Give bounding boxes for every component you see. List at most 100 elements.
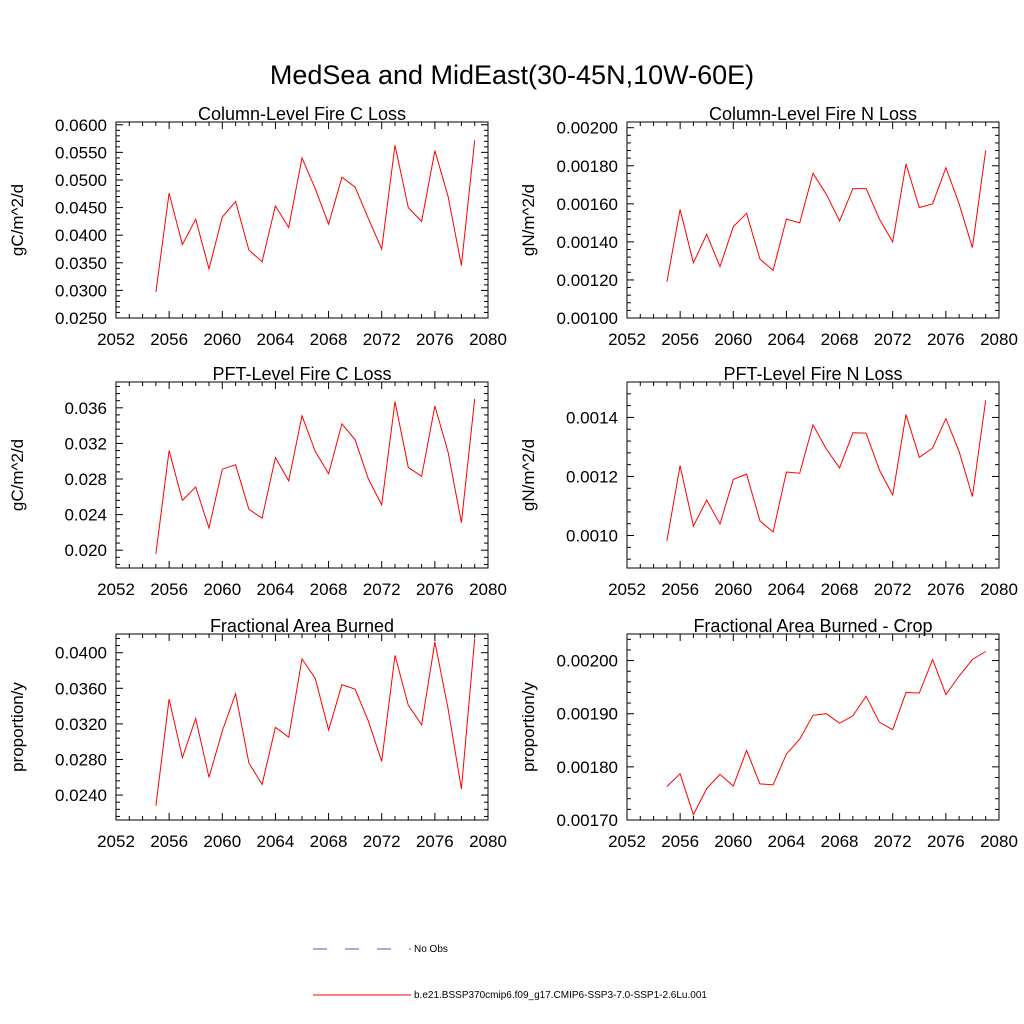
panels: Column-Level Fire C Loss gC/m^2/d 2052 2056… bbox=[8, 104, 1018, 851]
y-tick-label: 0.0240 bbox=[55, 786, 107, 805]
x-tick-label: 2076 bbox=[416, 330, 454, 349]
panel-title: Column-Level Fire N Loss bbox=[709, 104, 917, 124]
panel-title: Fractional Area Burned bbox=[210, 616, 394, 636]
y-tick-label: 0.0300 bbox=[55, 281, 107, 300]
x-tick-label: 2052 bbox=[97, 832, 135, 851]
x-tick-label: 2072 bbox=[363, 580, 401, 599]
plot-frame bbox=[626, 381, 1000, 569]
y-tick-label: 0.0280 bbox=[55, 750, 107, 769]
x-tick-label: 2076 bbox=[927, 330, 965, 349]
x-tick-label: 2064 bbox=[768, 330, 806, 349]
series-line bbox=[155, 638, 476, 806]
y-tick-label: 0.0400 bbox=[55, 226, 107, 245]
series-line bbox=[666, 400, 987, 541]
panel-title: Fractional Area Burned - Crop bbox=[693, 616, 932, 636]
legend: No Obs b.e21.BSSP370cmip6.f09_g17.CMIP6-… bbox=[313, 944, 707, 1001]
series-line bbox=[155, 398, 476, 554]
x-tick-label: 2068 bbox=[310, 832, 348, 851]
y-tick-label: 0.00180 bbox=[557, 758, 618, 777]
x-tick-label: 2056 bbox=[661, 580, 699, 599]
x-tick-label: 2064 bbox=[257, 330, 295, 349]
x-tick-label: 2068 bbox=[310, 330, 348, 349]
y-tick-label: 0.0350 bbox=[55, 254, 107, 273]
y-tick-label: 0.0012 bbox=[566, 467, 618, 486]
x-tick-label: 2072 bbox=[874, 580, 912, 599]
x-tick-label: 2076 bbox=[927, 832, 965, 851]
y-tick-label: 0.0400 bbox=[55, 644, 107, 663]
y-tick-label: 0.036 bbox=[64, 399, 107, 418]
x-tick-label: 2068 bbox=[821, 580, 859, 599]
x-tick-label: 2064 bbox=[768, 580, 806, 599]
y-tick-label: 0.0360 bbox=[55, 679, 107, 698]
y-tick-label: 0.00160 bbox=[557, 195, 618, 214]
series-line bbox=[666, 651, 986, 817]
x-tick-label: 2068 bbox=[310, 580, 348, 599]
x-tick-label: 2056 bbox=[150, 330, 188, 349]
y-tick-label: 0.00170 bbox=[557, 811, 618, 830]
y-tick-label: 0.0600 bbox=[55, 116, 107, 135]
x-tick-label: 2072 bbox=[874, 832, 912, 851]
plot-frame bbox=[626, 633, 1000, 821]
x-tick-label: 2072 bbox=[363, 330, 401, 349]
panel-title: Column-Level Fire C Loss bbox=[198, 104, 406, 124]
main-title: MedSea and MidEast(30-45N,10W-60E) bbox=[270, 60, 754, 90]
x-tick-label: 2068 bbox=[821, 330, 859, 349]
y-tick-label: 0.0320 bbox=[55, 715, 107, 734]
y-tick-label: 0.00200 bbox=[557, 652, 618, 671]
chart-panel-1: Column-Level Fire C Loss gC/m^2/d 2052 2056… bbox=[8, 104, 507, 349]
x-tick-label: 2080 bbox=[469, 580, 507, 599]
x-tick-label: 2076 bbox=[416, 832, 454, 851]
x-tick-label: 2060 bbox=[714, 330, 752, 349]
y-tick-label: 0.00190 bbox=[557, 705, 618, 724]
x-tick-label: 2080 bbox=[980, 580, 1018, 599]
y-axis-label: gN/m^2/d bbox=[519, 439, 538, 511]
x-tick-label: 2064 bbox=[768, 832, 806, 851]
x-tick-label: 2056 bbox=[150, 832, 188, 851]
x-tick-label: 2080 bbox=[980, 832, 1018, 851]
y-tick-label: 0.0500 bbox=[55, 171, 107, 190]
chart-panel-2: Column-Level Fire N Loss gN/m^2/d 2052 2056… bbox=[519, 104, 1018, 349]
y-tick-label: 0.00200 bbox=[557, 119, 618, 138]
y-tick-label: 0.028 bbox=[64, 470, 107, 489]
x-tick-label: 2052 bbox=[608, 580, 646, 599]
y-tick-label: 0.020 bbox=[64, 541, 107, 560]
x-tick-label: 2060 bbox=[203, 832, 241, 851]
y-tick-label: 0.00100 bbox=[557, 309, 618, 328]
y-tick-label: 0.00140 bbox=[557, 233, 618, 252]
x-tick-label: 2052 bbox=[97, 580, 135, 599]
x-tick-label: 2064 bbox=[257, 832, 295, 851]
y-tick-label: 0.0250 bbox=[55, 309, 107, 328]
x-tick-label: 2072 bbox=[874, 330, 912, 349]
panel-title: PFT-Level Fire N Loss bbox=[723, 364, 902, 384]
legend-label-model-run: b.e21.BSSP370cmip6.f09_g17.CMIP6-SSP3-7.… bbox=[414, 990, 707, 1001]
x-tick-label: 2056 bbox=[150, 580, 188, 599]
x-tick-label: 2080 bbox=[469, 330, 507, 349]
plot-frame bbox=[115, 381, 489, 569]
legend-label-no-obs: No Obs bbox=[414, 944, 448, 955]
x-tick-label: 2076 bbox=[416, 580, 454, 599]
y-tick-label: 0.00120 bbox=[557, 271, 618, 290]
x-tick-label: 2064 bbox=[257, 580, 295, 599]
y-tick-label: 0.0550 bbox=[55, 143, 107, 162]
y-tick-label: 0.0450 bbox=[55, 199, 107, 218]
y-tick-label: 0.024 bbox=[64, 506, 107, 525]
y-axis-label: proportion/y bbox=[519, 682, 538, 772]
x-tick-label: 2060 bbox=[203, 580, 241, 599]
x-tick-label: 2060 bbox=[714, 832, 752, 851]
chart-panel-5: Fractional Area Burned proportion/y 2052 20… bbox=[8, 616, 507, 851]
y-axis-label: gN/m^2/d bbox=[519, 184, 538, 256]
series-line bbox=[155, 140, 476, 293]
x-tick-label: 2052 bbox=[97, 330, 135, 349]
x-tick-label: 2060 bbox=[714, 580, 752, 599]
chart-panel-4: PFT-Level Fire N Loss gN/m^2/d 2052 2056 206… bbox=[519, 364, 1018, 599]
y-tick-label: 0.0010 bbox=[566, 527, 618, 546]
y-axis-label: gC/m^2/d bbox=[8, 184, 27, 256]
chart-panel-3: PFT-Level Fire C Loss gC/m^2/d 2052 2056 206… bbox=[8, 364, 507, 599]
x-tick-label: 2068 bbox=[821, 832, 859, 851]
x-tick-label: 2052 bbox=[608, 330, 646, 349]
y-axis-label: gC/m^2/d bbox=[8, 439, 27, 511]
series-line bbox=[666, 150, 987, 282]
chart-panel-6: Fractional Area Burned - Crop proportion/… bbox=[519, 616, 1018, 851]
y-tick-label: 0.032 bbox=[64, 434, 107, 453]
y-tick-label: 0.00180 bbox=[557, 157, 618, 176]
